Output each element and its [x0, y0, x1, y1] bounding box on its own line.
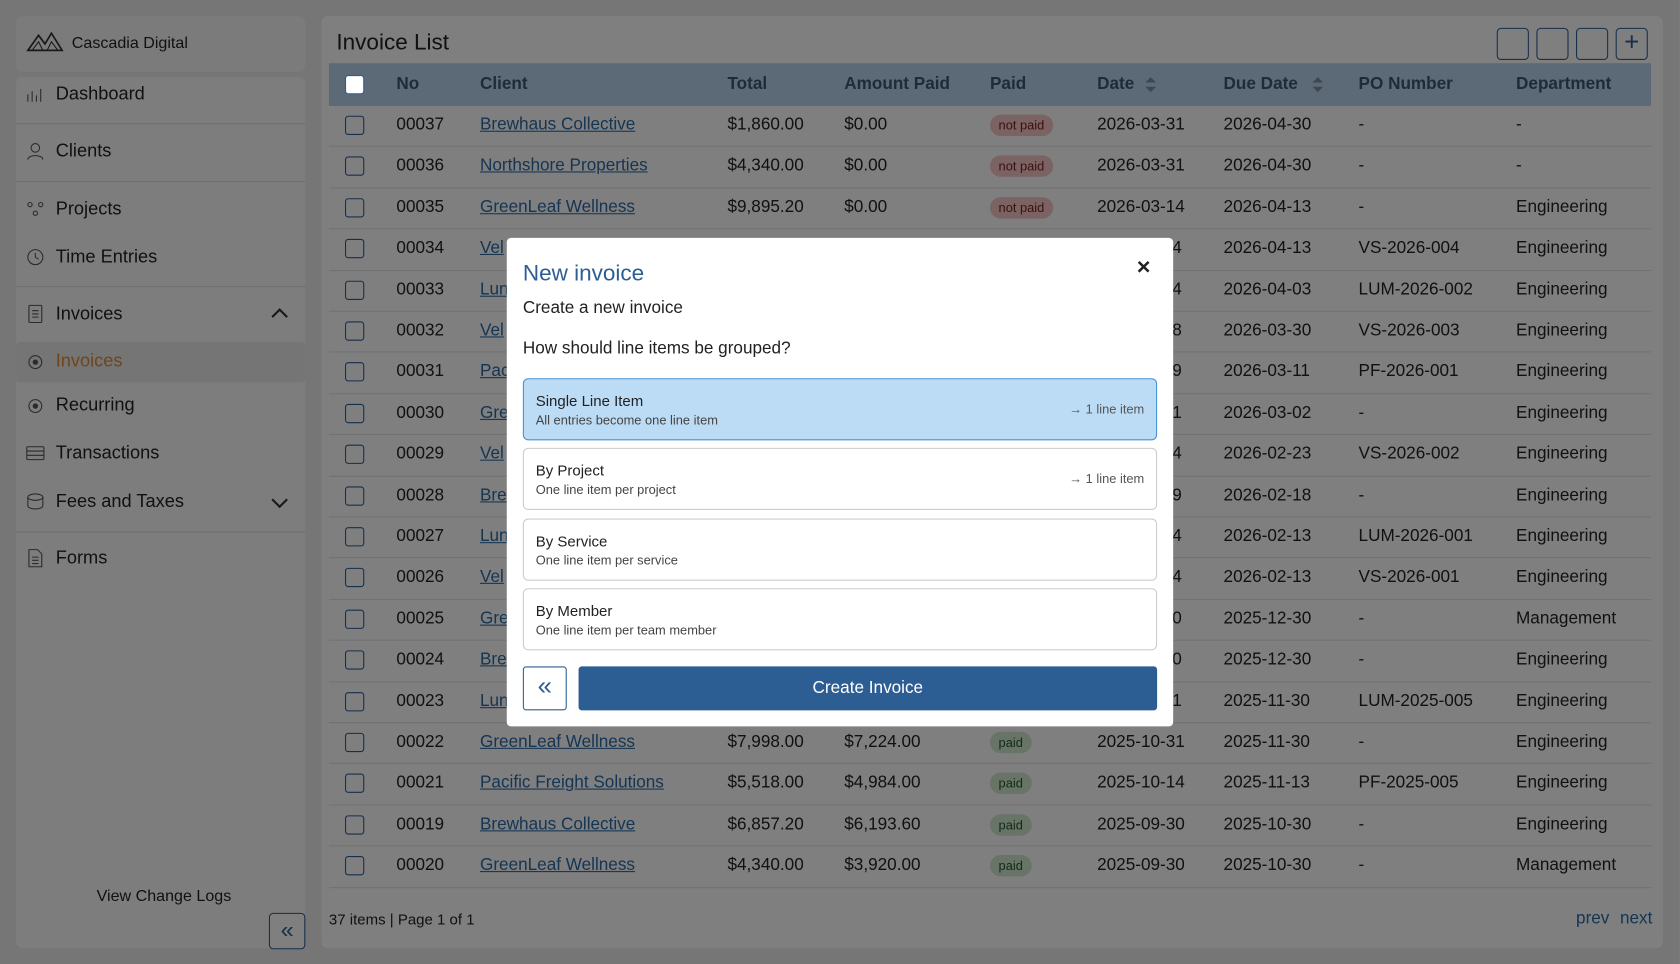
modal-title: New invoice	[522, 261, 645, 287]
option-label: By Project	[535, 461, 605, 479]
option-label: Single Line Item	[535, 392, 644, 410]
column-header: Paid	[989, 74, 1027, 94]
option-label: By Member	[535, 602, 613, 620]
option-desc: One line item per project	[535, 482, 676, 498]
group-option[interactable]: By Project One line item per project → 1 l…	[522, 447, 1158, 510]
option-desc: One line item per service	[535, 552, 678, 568]
modal-subtitle: Create a new invoice	[522, 298, 683, 318]
option-label: By Service	[535, 532, 608, 550]
column-header: Date	[1097, 74, 1135, 94]
option-desc: All entries become one line item	[535, 412, 718, 428]
group-option[interactable]: By Member One line item per team member	[522, 588, 1158, 651]
column-header: PO Number	[1358, 74, 1453, 94]
column-header: No	[396, 74, 420, 94]
column-header: Total	[727, 74, 768, 94]
group-option[interactable]: By Service One line item per service	[522, 518, 1158, 581]
select-all[interactable]	[344, 74, 365, 95]
column-header: Department	[1516, 74, 1612, 94]
option-desc: One line item per team member	[535, 622, 717, 638]
close-button[interactable]: ×	[1136, 252, 1151, 280]
column-header: Amount Paid	[844, 74, 950, 94]
column-header: Due Date	[1223, 74, 1298, 94]
option-hint: → 1 line item	[1069, 471, 1145, 487]
option-hint: → 1 line item	[1069, 401, 1145, 417]
question: How should line items be grouped?	[522, 339, 791, 358]
back-button[interactable]: «	[522, 666, 567, 711]
create-button[interactable]: Create Invoice	[578, 666, 1158, 711]
group-option[interactable]: Single Line Item All entries become one l…	[522, 378, 1158, 441]
column-header: Client	[479, 74, 528, 94]
